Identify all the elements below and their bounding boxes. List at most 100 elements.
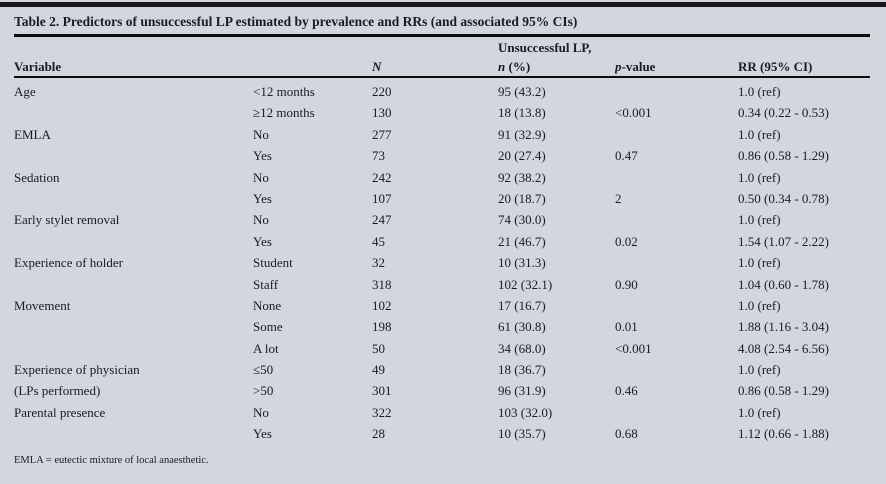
cell-p-value [615, 295, 738, 316]
cell-variable [14, 274, 253, 295]
column-header-3: n (%) [498, 59, 531, 74]
cell-category: ≥12 months [253, 105, 315, 121]
cell-rr: 1.0 (ref) [738, 255, 781, 271]
column-header-5: RR (95% CI) [738, 59, 813, 74]
cell-n: 242 [372, 169, 392, 185]
cell-variable [14, 316, 253, 337]
cell-n-pct: 20 (18.7) [498, 190, 546, 206]
cell-n-pct: 95 (43.2) [498, 84, 546, 99]
cell-category: No [253, 169, 269, 185]
table-header-group-row: Unsuccessful LP, [14, 39, 870, 57]
cell-category: Yes [253, 148, 272, 164]
cell-category: No [253, 212, 269, 228]
cell-rr: 1.0 (ref) [738, 84, 781, 99]
cell-category: Yes [253, 190, 272, 206]
cell-n: 49 [372, 362, 385, 378]
cell-variable [14, 423, 253, 444]
column-header-2: N [372, 59, 382, 74]
column-header-4: p-value [615, 59, 656, 74]
cell-variable: Experience of physician [14, 362, 140, 378]
cell-n-pct: 18 (36.7) [498, 362, 546, 378]
cell-p-value [615, 124, 738, 145]
cell-variable [14, 231, 253, 252]
cell-variable [14, 102, 253, 123]
cell-rr: 0.34 (0.22 - 0.53) [738, 105, 829, 121]
cell-n: 130 [372, 105, 392, 121]
cell-n: 301 [372, 383, 392, 399]
cell-p-value [615, 209, 738, 230]
cell-category: Some [253, 319, 283, 335]
cell-category: >50 [253, 383, 274, 399]
cell-rr: 1.54 (1.07 - 2.22) [738, 233, 829, 249]
cell-category: ≤50 [253, 362, 274, 378]
cell-category: Yes [253, 426, 272, 442]
cell-category: No [253, 404, 269, 420]
cell-n: 247 [372, 212, 392, 228]
cell-p-value: 0.46 [615, 383, 638, 399]
cell-p-value [615, 167, 738, 188]
cell-p-value: 0.01 [615, 319, 638, 335]
cell-n-pct: 103 (32.0) [498, 404, 553, 420]
cell-category: None [253, 297, 282, 313]
cell-variable: Age [14, 84, 36, 99]
cell-n: 318 [372, 276, 392, 292]
cell-category: Staff [253, 276, 279, 292]
cell-n-pct: 91 (32.9) [498, 126, 546, 142]
cell-p-value: 0.02 [615, 233, 638, 249]
cell-variable: Experience of holder [14, 255, 124, 271]
cell-rr: 1.0 (ref) [738, 169, 781, 185]
cell-n: 73 [372, 148, 385, 164]
cell-n-pct: 18 (13.8) [498, 105, 546, 121]
cell-n: 322 [372, 404, 392, 420]
cell-category: <12 months [253, 84, 315, 99]
cell-n: 28 [372, 426, 385, 442]
column-header-1 [253, 57, 372, 76]
cell-p-value: 2 [615, 190, 622, 206]
cell-rr: 1.88 (1.16 - 3.04) [738, 319, 829, 335]
cell-variable [14, 338, 253, 359]
cell-n-pct: 92 (38.2) [498, 169, 546, 185]
cell-category: No [253, 126, 269, 142]
cell-n-pct: 102 (32.1) [498, 276, 553, 292]
cell-n: 32 [372, 255, 385, 271]
cell-n: 45 [372, 233, 385, 249]
cell-n: 107 [372, 190, 392, 206]
cell-rr: 1.0 (ref) [738, 297, 781, 313]
cell-rr: 0.86 (0.58 - 1.29) [738, 148, 829, 164]
table-footnote: EMLA = eutectic mixture of local anaesth… [14, 454, 209, 466]
cell-rr: 1.0 (ref) [738, 126, 781, 142]
cell-rr: 1.12 (0.66 - 1.88) [738, 426, 829, 442]
cell-rr: 1.0 (ref) [738, 404, 781, 420]
cell-p-value [615, 81, 738, 102]
cell-n: 50 [372, 340, 385, 356]
cell-rr: 1.0 (ref) [738, 362, 781, 378]
cell-p-value: 0.90 [615, 276, 638, 292]
cell-n: 277 [372, 126, 392, 142]
table-body: Age <12 months 220 95 (43.2) 1.0 (ref) ≥12 mo… [14, 81, 870, 445]
cell-p-value [615, 402, 738, 423]
cell-p-value: <0.001 [615, 340, 652, 356]
cell-n-pct: 34 (68.0) [498, 340, 546, 356]
cell-rr: 1.04 (0.60 - 1.78) [738, 276, 829, 292]
cell-p-value [615, 359, 738, 380]
cell-p-value [615, 252, 738, 273]
cell-n-pct: 10 (31.3) [498, 255, 546, 271]
cell-variable: (LPs performed) [14, 383, 101, 399]
column-group-label: Unsuccessful LP, [498, 40, 592, 55]
cell-n-pct: 10 (35.7) [498, 426, 546, 442]
cell-p-value: 0.68 [615, 426, 638, 442]
header-rule [14, 76, 870, 78]
cell-p-value: <0.001 [615, 105, 652, 121]
cell-n-pct: 17 (16.7) [498, 297, 546, 313]
cell-category: A lot [253, 340, 279, 356]
cell-n-pct: 96 (31.9) [498, 383, 546, 399]
cell-n: 220 [372, 84, 392, 99]
cell-variable [14, 188, 253, 209]
cell-variable: Parental presence [14, 404, 106, 420]
cell-category: Student [253, 255, 293, 271]
cell-variable: Sedation [14, 169, 60, 185]
cell-rr: 0.86 (0.58 - 1.29) [738, 383, 829, 399]
cell-variable [14, 145, 253, 166]
